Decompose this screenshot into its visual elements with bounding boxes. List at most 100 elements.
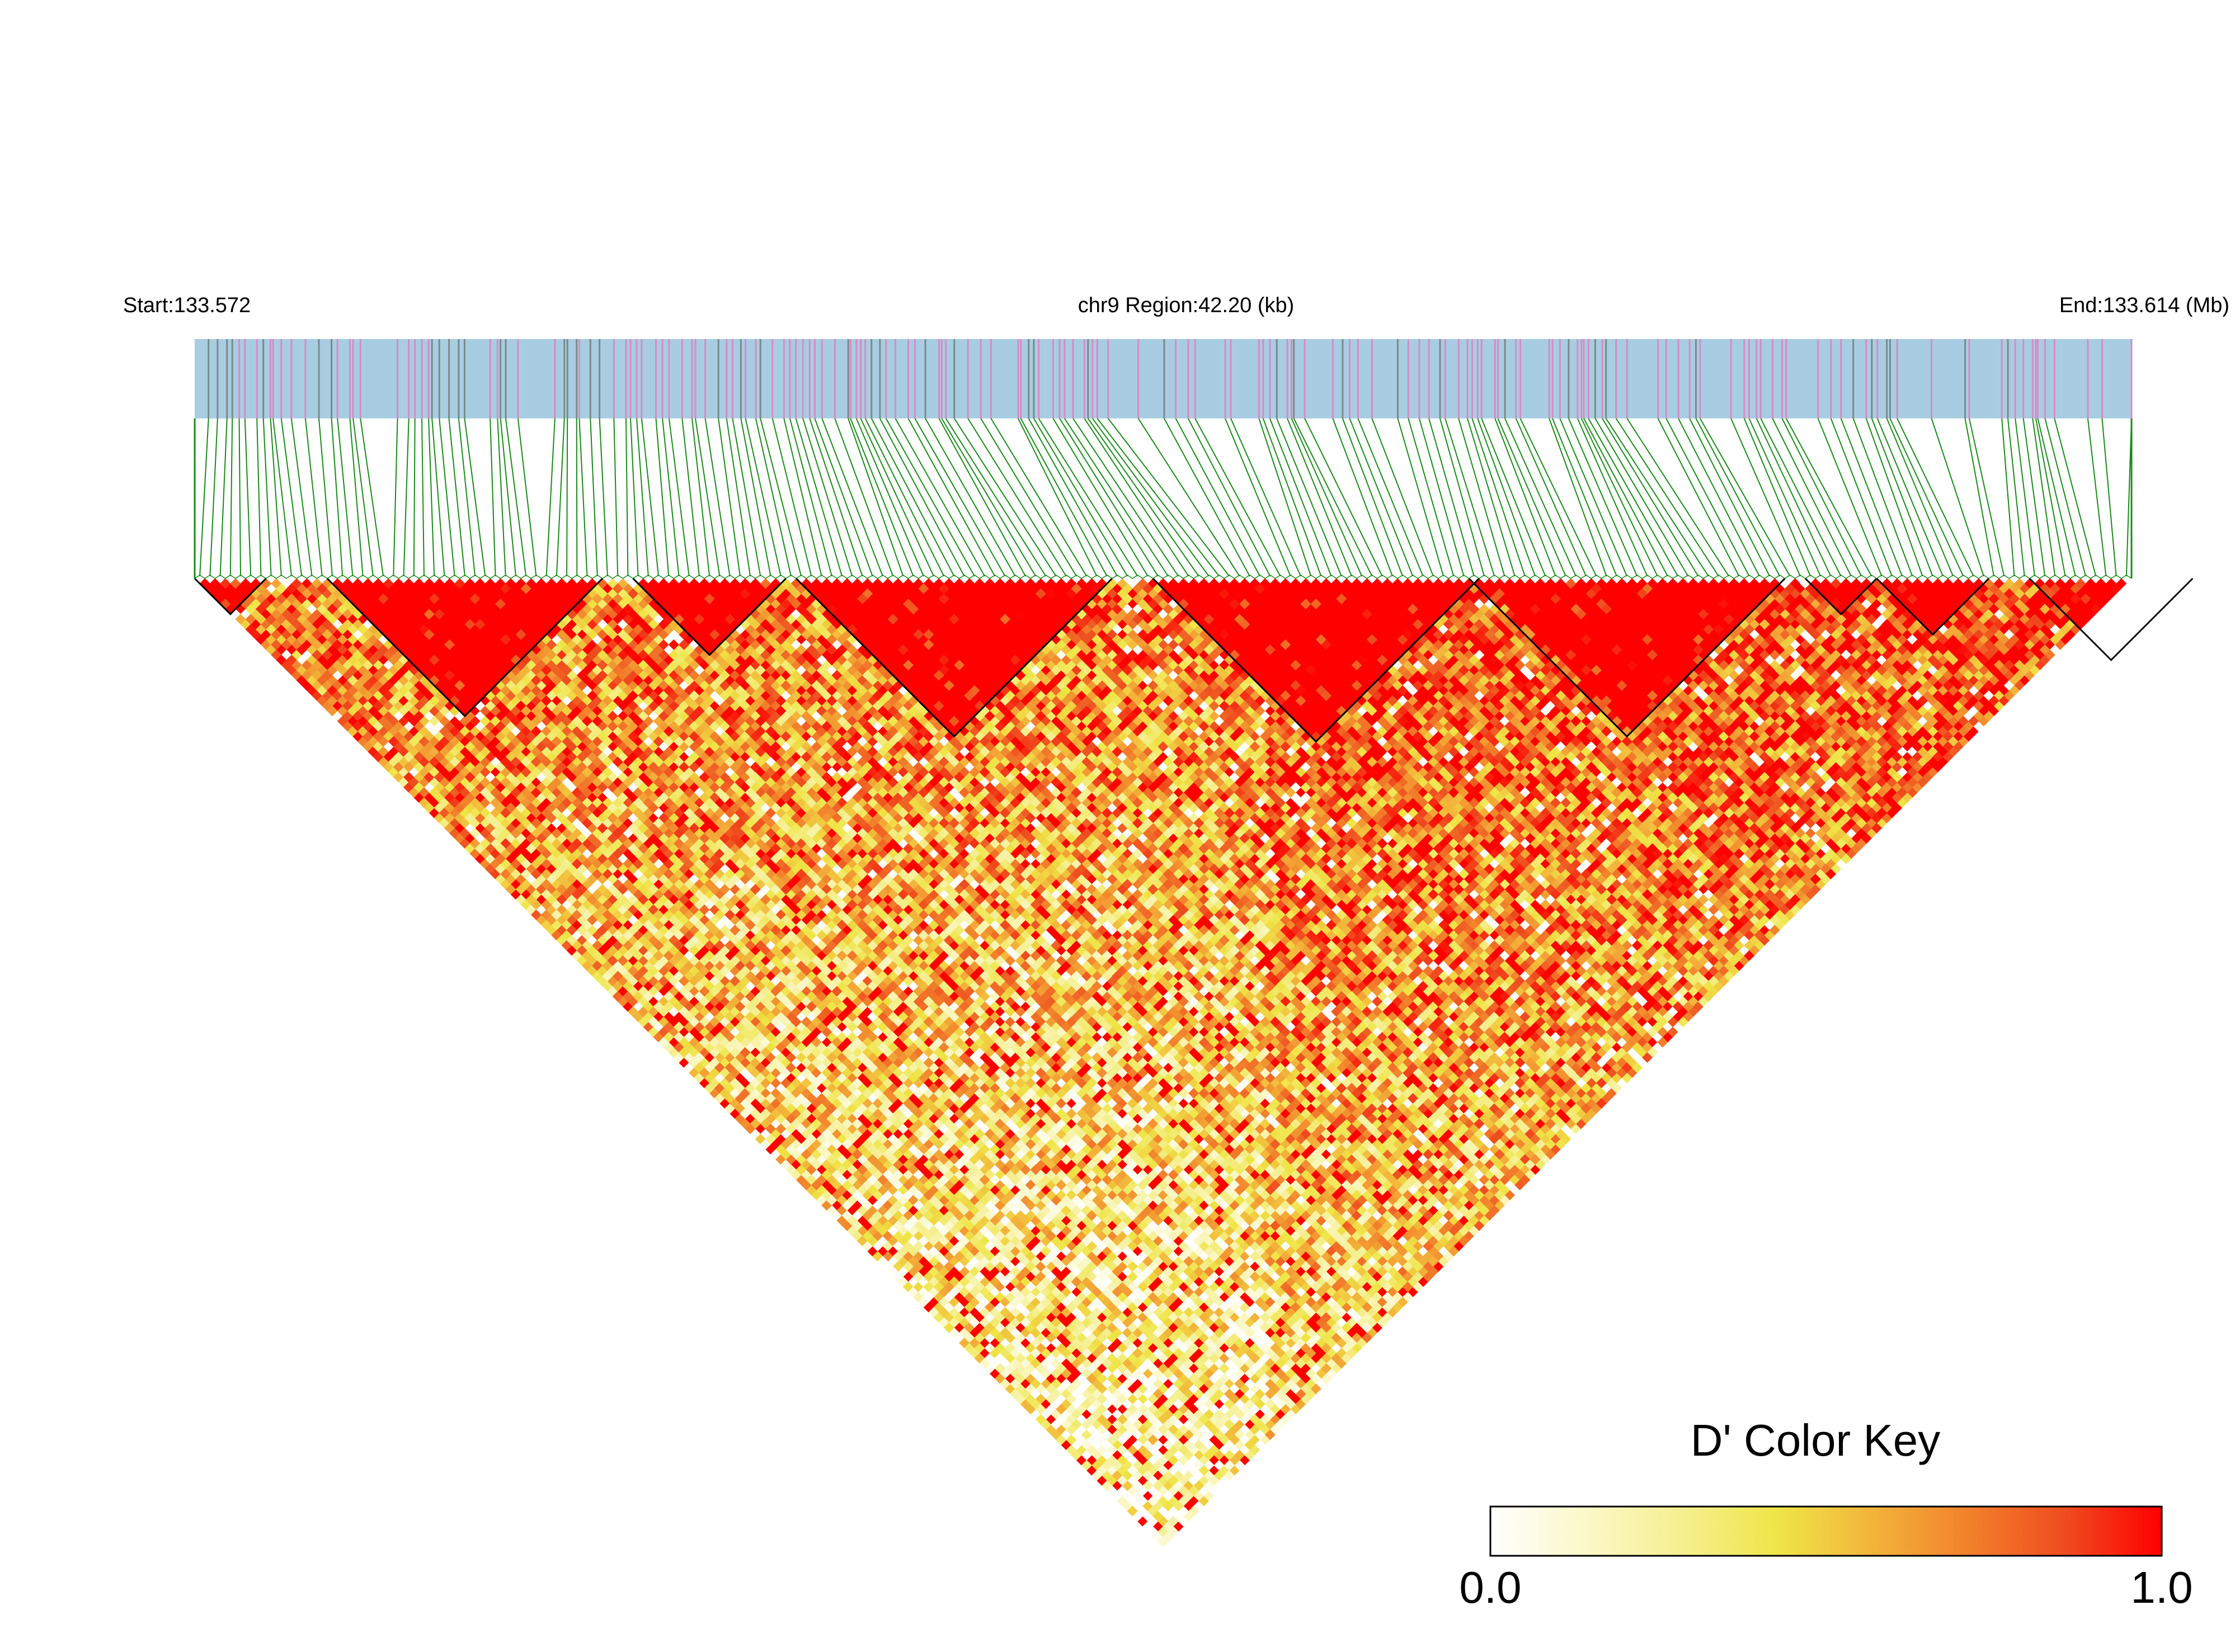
ld-cell-group: [831, 1128, 1286, 1430]
snp-connector: [517, 418, 537, 577]
ld-cell-group: [1733, 644, 1745, 656]
snp-column-ticks: [194, 575, 2132, 579]
snp-connector: [1615, 418, 1719, 577]
snp-connector: [490, 418, 496, 577]
snp-connector: [1064, 418, 1169, 577]
snp-connector: [458, 418, 476, 577]
ld-cell-group: [1264, 629, 1923, 961]
snp-connector: [1772, 418, 1852, 577]
snp-connector: [448, 418, 465, 577]
ld-cell-group: [872, 1006, 1352, 1267]
ld-cell-group: [908, 1159, 1159, 1323]
snp-connector: [2032, 418, 2056, 577]
ld-cell-group: [612, 604, 1979, 874]
snp-connector: [641, 418, 660, 577]
snp-connector: [497, 418, 506, 577]
ld-cell-group: [490, 583, 1984, 1028]
ld-block-outline: [1468, 577, 1786, 738]
color-key: D' Color Key 0.0 1.0: [1459, 1415, 2192, 1612]
ld-cell-group: [1464, 598, 1933, 987]
snp-connector: [636, 418, 649, 577]
ld-cell-group: [775, 655, 1837, 956]
ld-cell-group: [576, 649, 1485, 987]
snp-connector: [1748, 418, 1822, 577]
snp-connector: [925, 418, 1016, 577]
snp-connector: [2035, 418, 2066, 577]
ld-cell-group: [1147, 660, 1617, 946]
ld-cell-group: [576, 776, 1582, 1410]
snp-connector: [1408, 418, 1455, 577]
snp-connector: [256, 418, 262, 577]
snp-connector: [464, 418, 486, 577]
snp-connector: [1889, 418, 1964, 577]
snp-connector: [1059, 418, 1159, 577]
ld-cell-group: [994, 955, 1235, 1333]
ld-cell-group: [1076, 1138, 1087, 1150]
ld-cell-group: [709, 741, 1801, 1476]
snp-connector: [1230, 418, 1301, 577]
ld-cell-group: [1183, 1235, 1235, 1359]
color-key-bar: [1489, 1505, 2163, 1557]
snp-connector: [500, 418, 516, 577]
snp-connector: [1657, 418, 1740, 577]
ld-cell-group: [867, 655, 1994, 977]
ld-cell-group: [1046, 1246, 1220, 1496]
ld-block-outlines: [194, 575, 2194, 743]
snp-connector: [695, 418, 721, 577]
snp-connector: [834, 418, 894, 577]
ld-cell-group: [556, 583, 1888, 1211]
snp-connector: [967, 418, 1067, 577]
snp-connector: [1580, 418, 1658, 577]
ld-cell-group: [388, 593, 1918, 1231]
snp-connector: [771, 418, 812, 577]
snp-connector: [413, 418, 416, 577]
ld-cell-group: [760, 619, 1898, 854]
snp-connector: [1552, 418, 1617, 577]
ld-cell-group: [1713, 624, 1724, 635]
ld-cell-group: [755, 700, 1321, 1425]
snp-connector: [1968, 418, 2005, 577]
color-key-min-label: 0.0: [1459, 1562, 1521, 1612]
snp-connector: [625, 418, 629, 577]
ld-block-outline: [795, 577, 1113, 738]
ld-cell-group: [464, 700, 1908, 1390]
snp-connector: [885, 418, 975, 577]
snp-connector: [613, 418, 619, 577]
snp-connector: [349, 418, 364, 577]
snp-connector: [428, 418, 435, 577]
ld-cell-group: [592, 619, 1959, 915]
snp-connector: [1481, 418, 1546, 577]
snp-connector: [1164, 418, 1250, 577]
ld-cell-group: [719, 614, 1734, 1074]
snp-connector: [599, 418, 608, 577]
ld-cell-group: [984, 665, 1918, 982]
ld-cell-group: [454, 578, 1974, 1410]
snp-connector: [590, 418, 598, 577]
snp-connector: [871, 418, 955, 577]
snp-connector: [1072, 418, 1179, 577]
snp-connector: [1332, 418, 1393, 577]
snp-connector: [229, 418, 233, 577]
ld-cell-group: [1051, 1266, 1255, 1349]
snp-connector: [814, 418, 873, 577]
snp-connector: [1304, 418, 1383, 577]
snp-connector: [1477, 418, 1536, 577]
snp-connector: [941, 418, 1037, 577]
ld-cell-group: [383, 578, 1561, 1043]
snp-connector: [1269, 418, 1332, 577]
ld-cell-group: [755, 705, 1617, 844]
ld-cell-group: [1178, 771, 1734, 982]
snp-connector: [1052, 418, 1149, 577]
snp-connector-lines: [194, 418, 2133, 578]
snp-connector: [655, 418, 670, 577]
snp-connector: [439, 418, 455, 577]
snp-connector: [726, 418, 751, 577]
ld-cell-group: [1015, 604, 1999, 722]
snp-connector: [1568, 418, 1638, 577]
snp-connector: [848, 418, 904, 577]
snp-connector: [1626, 418, 1730, 577]
snp-connector: [1678, 418, 1760, 577]
ld-block-outline: [1804, 577, 1878, 615]
ld-block-outline: [632, 577, 787, 656]
ld-cell-group: [1030, 1184, 1301, 1395]
